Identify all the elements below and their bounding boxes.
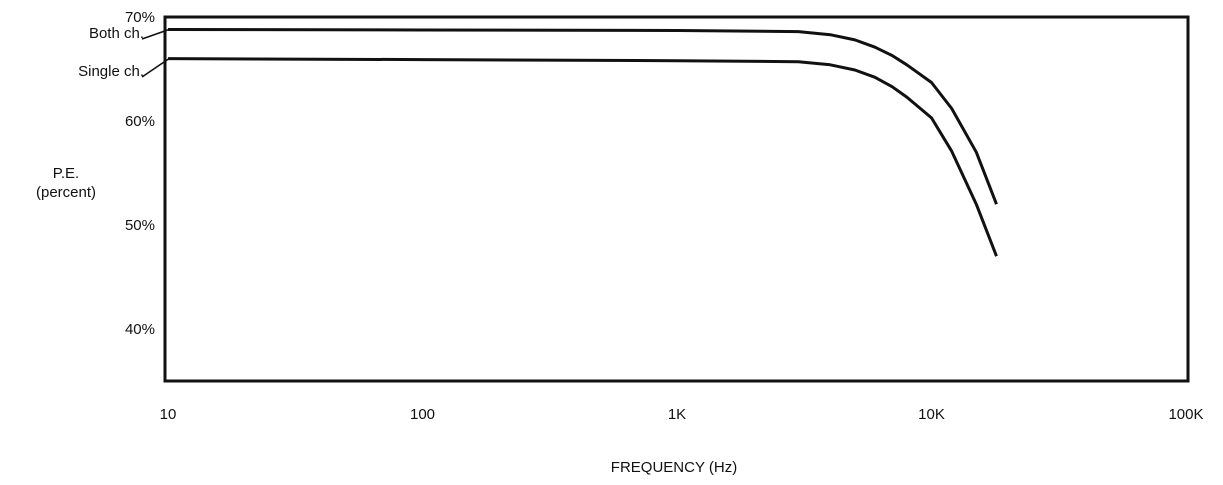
x-tick-labels: 10 100 1K 10K 100K bbox=[160, 406, 1204, 423]
series-curves bbox=[167, 28, 998, 257]
y-axis-label-line1: P.E. bbox=[53, 165, 79, 182]
y-tick-label: 60% bbox=[125, 113, 155, 130]
y-tick-label: 70% bbox=[125, 9, 155, 26]
series-line-single-ch bbox=[167, 57, 998, 257]
x-tick-label: 10K bbox=[918, 406, 945, 423]
x-tick-label: 1K bbox=[668, 406, 686, 423]
plot-frame bbox=[163, 15, 1190, 383]
series-label-leaders: Both ch. Single ch. bbox=[78, 25, 170, 80]
series-leader-line bbox=[141, 28, 170, 40]
series-line-both-ch bbox=[167, 28, 998, 205]
y-axis-label-line2: (percent) bbox=[36, 184, 96, 201]
y-tick-labels: 70% 60% 50% 40% bbox=[125, 9, 155, 338]
y-tick-label: 40% bbox=[125, 321, 155, 338]
series-label-both-ch: Both ch. bbox=[89, 25, 144, 42]
series-leader-line bbox=[141, 57, 170, 78]
y-tick-label: 50% bbox=[125, 217, 155, 234]
series-label-single-ch: Single ch. bbox=[78, 63, 144, 80]
x-axis-label: FREQUENCY (Hz) bbox=[611, 459, 737, 476]
x-tick-label: 100 bbox=[410, 406, 435, 423]
x-tick-label: 100K bbox=[1168, 406, 1203, 423]
x-tick-label: 10 bbox=[160, 406, 177, 423]
